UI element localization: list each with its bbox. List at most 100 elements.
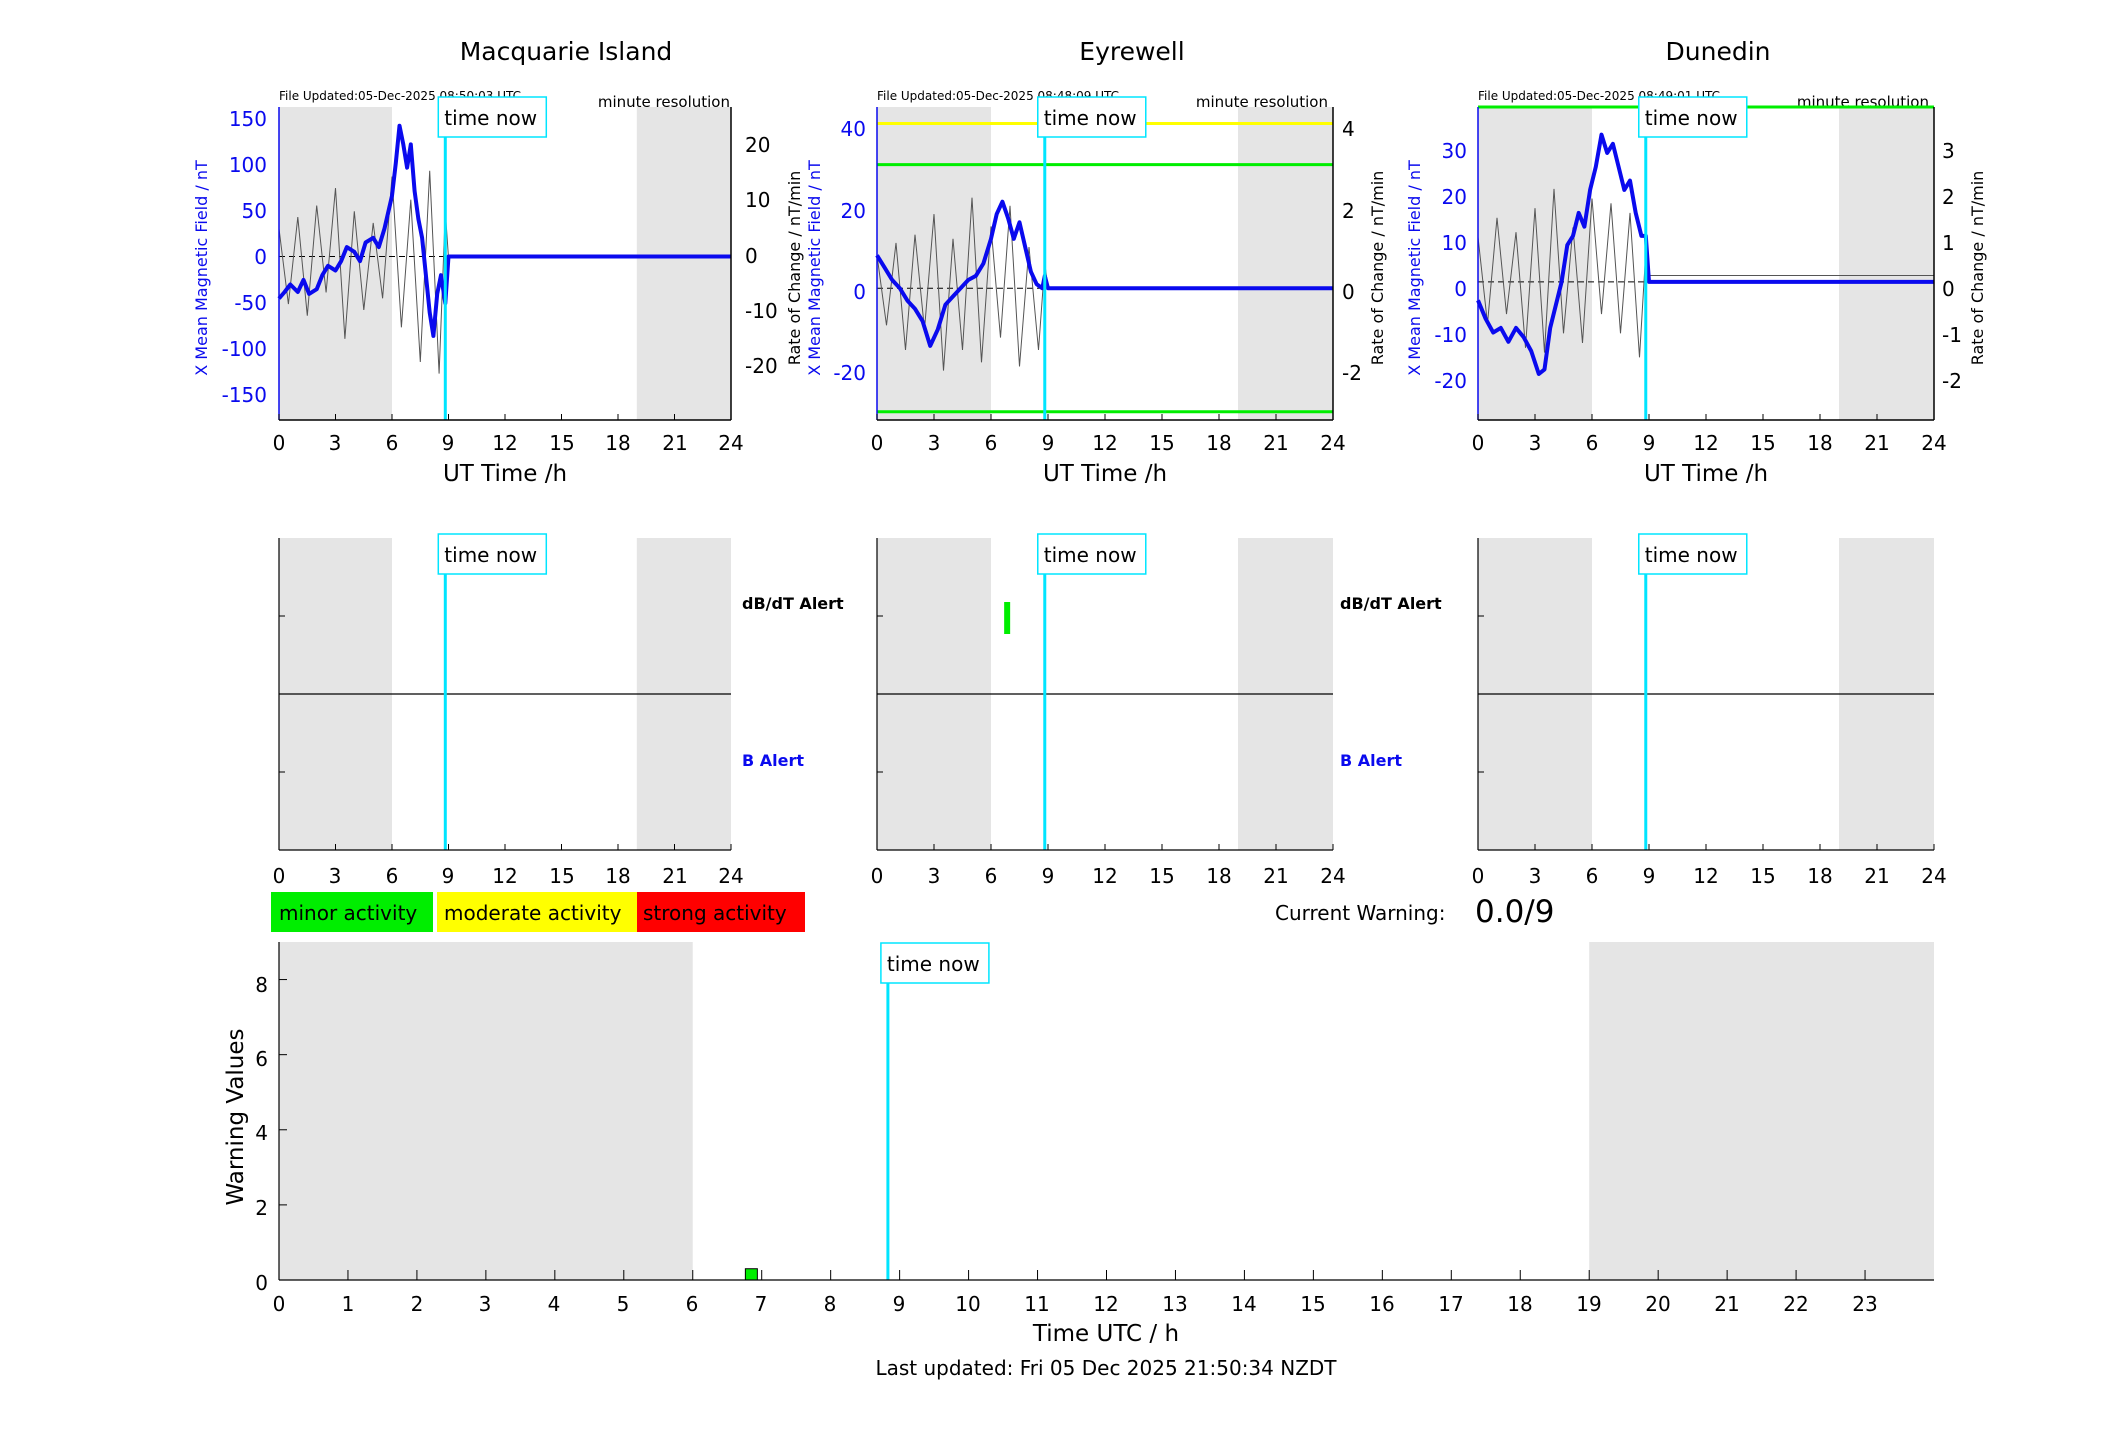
xtick-label: 9 <box>1643 431 1656 455</box>
time-now-box <box>880 942 990 984</box>
ytick-label: 50 <box>242 199 267 223</box>
plot-area-dunedin: time now <box>1476 96 1935 421</box>
y-axis-label: Warning Values <box>223 1028 249 1205</box>
time-now-label: time now <box>1645 543 1738 567</box>
xtick-label: 12 <box>492 431 517 455</box>
y-axis-label-right: Rate of Change / nT/min <box>1968 171 1987 366</box>
ytick-label: 2 <box>255 1196 268 1220</box>
panel-macquarie: Macquarie Island File Updated:05-Dec-202… <box>192 37 804 487</box>
y-axis-right-ticks: 4 2 0 -2 <box>1342 117 1362 385</box>
xtick-label: 3 <box>329 431 342 455</box>
xtick-label: 12 <box>1693 864 1718 888</box>
dbdt-alert-label: dB/dT Alert <box>742 594 844 613</box>
ytick-label: -10 <box>1434 323 1467 347</box>
ytick-label-right: -10 <box>745 299 778 323</box>
x-axis-ticks: 0 3 6 9 12 15 18 21 24 <box>871 864 1346 888</box>
alert-plot-area: time now <box>1477 533 1935 851</box>
ytick-label: 0 <box>853 280 866 304</box>
xtick-label: 21 <box>1864 864 1889 888</box>
time-now-label: time now <box>1645 106 1738 130</box>
time-now-box <box>1638 96 1748 138</box>
y-axis-label-left: X Mean Magnetic Field / nT <box>805 160 824 376</box>
alert-panel-eyrewell: time now dB/dT Alert B Alert 0 3 6 9 12 … <box>871 533 1442 888</box>
xtick-label: 4 <box>548 1292 561 1316</box>
xtick-label: 21 <box>1714 1292 1739 1316</box>
x-axis-ticks: 0 3 6 9 12 15 18 21 24 <box>871 431 1346 455</box>
ytick-label: 6 <box>255 1047 268 1071</box>
x-axis-label: UT Time /h <box>443 461 567 487</box>
legend-minor-swatch <box>271 892 433 932</box>
panel-dunedin: Dunedin File Updated:05-Dec-2025 08:49:0… <box>1405 37 1987 487</box>
night-shading <box>1238 107 1333 420</box>
night-shading <box>877 107 991 420</box>
time-now-label: time now <box>887 952 980 976</box>
ytick-label: 10 <box>1442 231 1467 255</box>
xtick-label: 24 <box>1921 864 1946 888</box>
xtick-label: 18 <box>1807 864 1832 888</box>
b-alert-label: B Alert <box>742 751 804 770</box>
x-mean-field-series <box>875 199 1333 348</box>
xtick-label: 12 <box>1092 864 1117 888</box>
xtick-label: 6 <box>386 864 399 888</box>
alert-panel-dunedin: time now 0 3 6 9 12 15 18 21 24 <box>1472 533 1947 888</box>
xtick-label: 18 <box>1206 864 1231 888</box>
panel-eyrewell: Eyrewell File Updated:05-Dec-2025 08:48:… <box>805 37 1387 487</box>
xtick-label: 0 <box>273 431 286 455</box>
legend-strong-swatch <box>637 892 805 932</box>
ytick-label: 30 <box>1442 139 1467 163</box>
ytick-label-right: 20 <box>745 133 770 157</box>
xtick-label: 2 <box>411 1292 424 1316</box>
night-shading <box>1589 942 1934 1280</box>
rate-of-change-series <box>876 197 1333 371</box>
time-now-label: time now <box>444 543 537 567</box>
ytick-label-right: -1 <box>1942 323 1962 347</box>
xtick-label: 3 <box>329 864 342 888</box>
ytick-label-right: 10 <box>745 188 770 212</box>
warning-plot-area: time now <box>278 942 1934 1281</box>
xtick-label: 3 <box>1529 431 1542 455</box>
xtick-label: 9 <box>1042 864 1055 888</box>
xtick-label: 21 <box>1263 431 1288 455</box>
ytick-label: 8 <box>255 973 268 997</box>
dbdt-alert-marker <box>1004 602 1011 634</box>
rate-of-change-series <box>1477 188 1934 358</box>
alert-plot-area: time now <box>278 533 732 851</box>
xtick-label: 23 <box>1852 1292 1877 1316</box>
y-axis-left-ticks: 40 20 0 -20 <box>833 117 866 385</box>
xtick-label: 6 <box>686 1292 699 1316</box>
xtick-label: 1 <box>342 1292 355 1316</box>
xtick-label: 11 <box>1024 1292 1049 1316</box>
time-now-box <box>1037 533 1147 575</box>
x-axis-ticks: 0 3 6 9 12 15 18 21 24 <box>1472 431 1947 455</box>
xtick-label: 24 <box>718 431 743 455</box>
xtick-label: 24 <box>718 864 743 888</box>
panel-title: Macquarie Island <box>460 37 673 66</box>
ytick-label: 0 <box>255 1271 268 1295</box>
xtick-label: 21 <box>1263 864 1288 888</box>
night-shading <box>279 107 392 420</box>
xtick-label: 12 <box>1693 431 1718 455</box>
y-axis-label-right: Rate of Change / nT/min <box>785 171 804 366</box>
ytick-label: 0 <box>254 245 267 269</box>
xtick-label: 15 <box>1750 431 1775 455</box>
xtick-label: 3 <box>928 864 941 888</box>
xtick-label: 24 <box>1320 864 1345 888</box>
ytick-label: -150 <box>222 383 267 407</box>
night-shading <box>1478 107 1592 420</box>
xtick-label: 6 <box>1586 431 1599 455</box>
night-shading <box>1839 107 1934 420</box>
xtick-label: 0 <box>1472 864 1485 888</box>
b-alert-label: B Alert <box>1340 751 1402 770</box>
xtick-label: 16 <box>1369 1292 1394 1316</box>
time-now-box <box>1638 533 1748 575</box>
current-warning-value: 0.0/9 <box>1475 894 1554 930</box>
xtick-label: 0 <box>273 1292 286 1316</box>
xtick-label: 0 <box>871 431 884 455</box>
xtick-label: 17 <box>1438 1292 1463 1316</box>
xtick-label: 9 <box>442 431 455 455</box>
xtick-label: 18 <box>1807 431 1832 455</box>
xtick-label: 15 <box>1750 864 1775 888</box>
ytick-label-right: 2 <box>1942 185 1955 209</box>
xtick-label: 6 <box>985 431 998 455</box>
xtick-label: 0 <box>871 864 884 888</box>
